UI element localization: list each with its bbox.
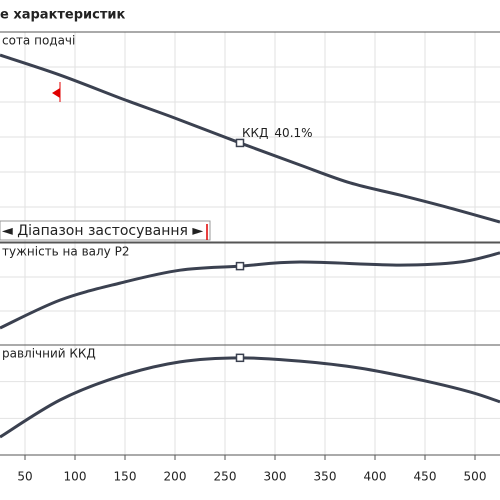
curve xyxy=(0,356,500,439)
operating-point xyxy=(235,353,245,363)
x-tick-label: 500 xyxy=(464,470,487,484)
panel-label: сота подачі xyxy=(2,34,75,48)
chart-title: е характеристик xyxy=(0,8,126,23)
operating-point xyxy=(235,138,245,148)
annotation: ККД 40.1% xyxy=(242,125,313,139)
range-label: ◄ Діапазон застосування ► xyxy=(2,223,203,239)
curve xyxy=(0,53,500,224)
annotation-name: ККД xyxy=(242,125,268,139)
x-tick-label: 250 xyxy=(214,470,237,484)
x-tick-label: 100 xyxy=(64,470,87,484)
x-tick-label: 200 xyxy=(164,470,187,484)
x-tick-label: 300 xyxy=(264,470,287,484)
annotation-value: 40.1% xyxy=(274,125,312,139)
x-tick-label: 350 xyxy=(314,470,337,484)
x-tick-label: 400 xyxy=(364,470,387,484)
panel-label: равлічний ККД xyxy=(2,347,96,361)
operating-point xyxy=(235,261,245,271)
x-tick-label: 50 xyxy=(17,470,32,484)
range-start-marker xyxy=(52,88,60,98)
panel-label: тужність на валу P2 xyxy=(2,245,129,259)
x-tick-label: 450 xyxy=(414,470,437,484)
x-tick-label: 150 xyxy=(114,470,137,484)
range-box xyxy=(0,220,211,241)
